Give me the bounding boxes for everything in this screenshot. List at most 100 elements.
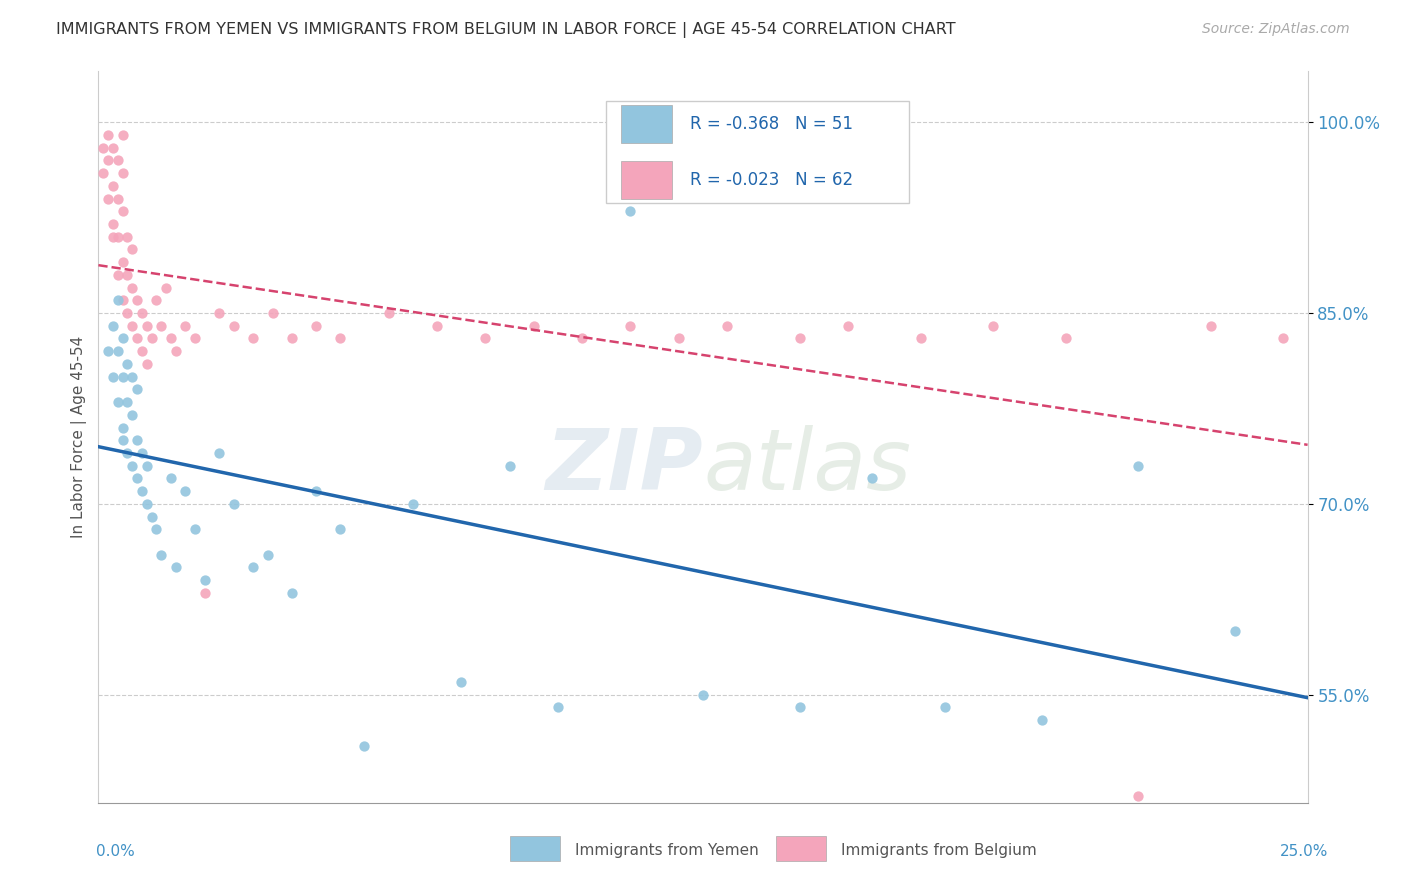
Point	[131, 344, 153, 359]
Point	[716, 318, 738, 333]
Text: R = -0.368   N = 51: R = -0.368 N = 51	[690, 115, 852, 133]
Text: Immigrants from Belgium: Immigrants from Belgium	[841, 843, 1036, 858]
Point	[135, 497, 157, 511]
Point	[222, 497, 245, 511]
Point	[97, 153, 120, 168]
Point	[107, 395, 129, 409]
Point	[184, 522, 207, 536]
Text: 0.0%: 0.0%	[96, 845, 135, 859]
Point	[174, 318, 197, 333]
Point	[111, 166, 134, 180]
Point	[101, 217, 124, 231]
Point	[165, 344, 187, 359]
Point	[547, 700, 569, 714]
Point	[1128, 789, 1150, 804]
Text: ZIP: ZIP	[546, 425, 703, 508]
Point	[135, 458, 157, 473]
Point	[127, 331, 149, 345]
Point	[281, 586, 304, 600]
Point	[208, 306, 231, 320]
Point	[107, 153, 129, 168]
Point	[107, 229, 129, 244]
Point	[111, 331, 134, 345]
Point	[619, 204, 641, 219]
Point	[101, 141, 124, 155]
Point	[184, 331, 207, 345]
Point	[135, 318, 157, 333]
Point	[668, 331, 690, 345]
Point	[121, 369, 143, 384]
Point	[111, 434, 134, 448]
Point	[305, 484, 328, 499]
Point	[111, 128, 134, 142]
Point	[281, 331, 304, 345]
Point	[117, 306, 139, 320]
Point	[692, 688, 714, 702]
Point	[174, 484, 197, 499]
Point	[523, 318, 546, 333]
Point	[571, 331, 593, 345]
Point	[498, 458, 520, 473]
FancyBboxPatch shape	[606, 101, 908, 203]
Point	[121, 458, 143, 473]
Point	[165, 560, 187, 574]
Point	[450, 675, 472, 690]
Point	[981, 318, 1004, 333]
Point	[910, 331, 932, 345]
Point	[107, 192, 129, 206]
Point	[402, 497, 425, 511]
Point	[1128, 458, 1150, 473]
Point	[208, 446, 231, 460]
Text: Source: ZipAtlas.com: Source: ZipAtlas.com	[1202, 22, 1350, 37]
Point	[101, 229, 124, 244]
Point	[377, 306, 399, 320]
Point	[150, 548, 173, 562]
Point	[242, 560, 264, 574]
Text: atlas: atlas	[703, 425, 911, 508]
Point	[117, 229, 139, 244]
Point	[101, 369, 124, 384]
Point	[117, 395, 139, 409]
Point	[107, 268, 129, 282]
Point	[127, 434, 149, 448]
Point	[131, 306, 153, 320]
Point	[121, 243, 143, 257]
Point	[101, 318, 124, 333]
Point	[111, 420, 134, 434]
Point	[131, 484, 153, 499]
Point	[860, 471, 883, 485]
Point	[127, 293, 149, 308]
Point	[242, 331, 264, 345]
Point	[111, 369, 134, 384]
Point	[131, 446, 153, 460]
Bar	[621, 161, 672, 199]
Point	[117, 268, 139, 282]
Point	[789, 331, 811, 345]
Point	[1199, 318, 1222, 333]
Point	[111, 255, 134, 269]
Point	[97, 344, 120, 359]
Point	[141, 331, 163, 345]
Point	[127, 471, 149, 485]
Point	[353, 739, 375, 753]
Point	[1223, 624, 1246, 638]
Point	[97, 128, 120, 142]
Point	[194, 586, 217, 600]
Point	[837, 318, 859, 333]
Point	[117, 446, 139, 460]
Point	[474, 331, 496, 345]
Text: 25.0%: 25.0%	[1281, 845, 1329, 859]
Point	[121, 318, 143, 333]
Point	[155, 280, 177, 294]
Text: Immigrants from Yemen: Immigrants from Yemen	[575, 843, 759, 858]
Point	[127, 383, 149, 397]
Text: R = -0.023   N = 62: R = -0.023 N = 62	[690, 171, 853, 189]
Point	[1031, 713, 1053, 727]
Point	[97, 192, 120, 206]
Point	[145, 293, 167, 308]
Point	[194, 573, 217, 587]
Point	[222, 318, 245, 333]
Point	[934, 700, 956, 714]
Point	[141, 509, 163, 524]
Bar	[776, 836, 827, 861]
